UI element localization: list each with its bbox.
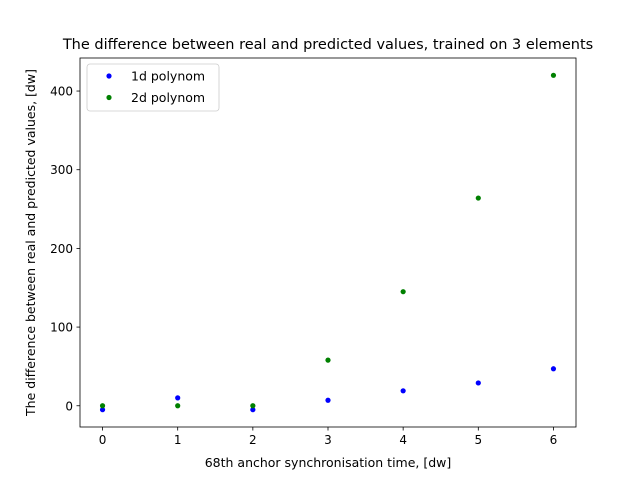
- x-axis-label: 68th anchor synchronisation time, [dw]: [205, 455, 452, 470]
- data-point-2d-polynom: [475, 195, 481, 201]
- data-point-1d-polynom: [99, 407, 106, 413]
- x-axis-ticks: 0 1 2 3 4 5 6: [99, 427, 558, 447]
- x-tick-label: 0: [99, 433, 107, 447]
- y-axis-ticks: 0 100 200 300 400: [50, 85, 80, 413]
- data-point-2d-polynom: [99, 403, 106, 409]
- chart-title: The difference between real and predicte…: [62, 37, 593, 53]
- y-axis-label: The difference between real and predicte…: [23, 69, 38, 417]
- y-tick-label: 400: [50, 85, 73, 99]
- y-tick-label: 200: [50, 242, 73, 256]
- data-point-1d-polynom: [550, 366, 557, 372]
- data-point-1d-polynom: [475, 380, 481, 386]
- data-point-1d-polynom: [175, 395, 181, 401]
- plot-frame: [79, 57, 577, 428]
- y-tick-label: 100: [50, 321, 73, 335]
- x-tick-label: 6: [550, 433, 558, 447]
- data-point-1d-polynom: [400, 388, 406, 394]
- x-tick-label: 4: [399, 433, 407, 447]
- data-point-2d-polynom: [325, 357, 331, 363]
- legend-label-2d-polynom: 2d polynom: [131, 90, 205, 105]
- legend-marker-1d-polynom: [106, 73, 112, 79]
- data-point-2d-polynom: [175, 403, 181, 409]
- x-tick-label: 3: [324, 433, 332, 447]
- x-tick-label: 5: [474, 433, 482, 447]
- legend-box: [86, 63, 220, 112]
- y-tick-label: 300: [50, 163, 73, 177]
- data-points: [99, 72, 557, 413]
- data-point-2d-polynom: [400, 289, 406, 295]
- data-point-2d-polynom: [250, 403, 256, 409]
- data-point-1d-polynom: [250, 407, 256, 413]
- legend: 1d polynom 2d polynom: [86, 63, 220, 112]
- x-tick-label: 2: [249, 433, 257, 447]
- y-tick-label: 0: [65, 399, 73, 413]
- data-point-1d-polynom: [325, 397, 331, 403]
- legend-label-1d-polynom: 1d polynom: [131, 69, 205, 84]
- legend-marker-2d-polynom: [106, 94, 112, 101]
- data-point-2d-polynom: [550, 72, 557, 78]
- x-tick-label: 1: [174, 433, 182, 447]
